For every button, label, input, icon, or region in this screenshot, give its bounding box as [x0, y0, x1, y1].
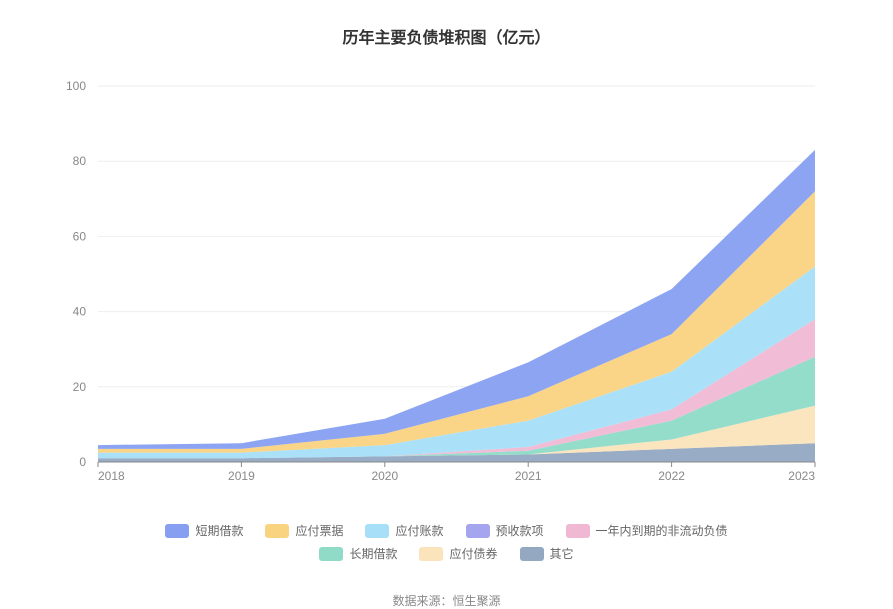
y-tick-label: 0	[79, 455, 86, 469]
x-tick-label: 2021	[515, 469, 542, 483]
legend-item[interactable]: 预收款项	[466, 522, 544, 539]
legend-swatch	[419, 547, 443, 561]
legend-swatch	[365, 524, 389, 538]
legend-item[interactable]: 短期借款	[165, 522, 243, 539]
legend-item[interactable]: 应付票据	[265, 522, 343, 539]
x-tick-label: 2023	[788, 469, 815, 483]
legend-swatch	[319, 547, 343, 561]
y-tick-label: 80	[73, 154, 87, 168]
y-tick-label: 40	[73, 305, 87, 319]
legend-swatch	[265, 524, 289, 538]
legend-label: 应付账款	[395, 522, 443, 539]
legend-swatch	[165, 524, 189, 538]
legend-label: 长期借款	[349, 545, 397, 562]
legend-label: 应付债券	[449, 545, 497, 562]
chart-title: 历年主要负债堆积图（亿元）	[0, 24, 893, 48]
chart-container: 历年主要负债堆积图（亿元） 0 20 40 60 80 100 2018 2019 2020 20…	[0, 0, 893, 603]
legend-swatch	[566, 524, 590, 538]
stacked-area-chart: 0 20 40 60 80 100 2018 2019 2020 2021 2022 2023	[38, 76, 845, 488]
x-tick-label: 2019	[228, 469, 255, 483]
legend-item[interactable]: 应付债券	[419, 545, 497, 562]
x-tick-label: 2020	[371, 469, 398, 483]
data-source-label: 数据来源：恒生聚源	[0, 592, 893, 609]
y-tick-label: 20	[73, 380, 87, 394]
x-tick-label: 2022	[658, 469, 685, 483]
legend-item[interactable]: 应付账款	[365, 522, 443, 539]
x-tick-label: 2018	[98, 469, 125, 483]
legend-label: 预收款项	[496, 522, 544, 539]
legend-item[interactable]: 一年内到期的非流动负债	[566, 522, 728, 539]
legend-swatch	[466, 524, 490, 538]
chart-plot-wrap: 0 20 40 60 80 100 2018 2019 2020 2021 2022 2023	[38, 76, 855, 488]
y-tick-label: 100	[66, 79, 86, 93]
chart-legend: 短期借款 应付票据 应付账款 预收款项 一年内到期的非流动负债长期借款 应付债券 其它	[0, 522, 893, 562]
legend-label: 其它	[550, 545, 574, 562]
legend-label: 应付票据	[295, 522, 343, 539]
legend-swatch	[520, 547, 544, 561]
y-tick-label: 60	[73, 229, 87, 243]
legend-item[interactable]: 长期借款	[319, 545, 397, 562]
legend-item[interactable]: 其它	[520, 545, 574, 562]
legend-label: 一年内到期的非流动负债	[596, 522, 728, 539]
legend-label: 短期借款	[195, 522, 243, 539]
